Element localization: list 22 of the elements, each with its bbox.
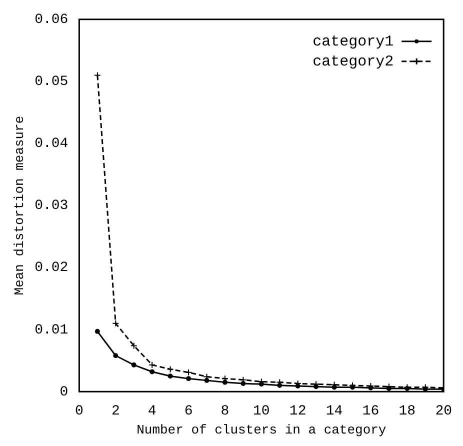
x-tick-label: 20 — [435, 404, 452, 420]
y-tick-label: 0 — [60, 384, 68, 400]
legend-label: category1 — [312, 33, 394, 50]
y-axis-title: Mean distortion measure — [12, 116, 28, 296]
legend-label: category2 — [312, 53, 394, 70]
x-tick-label: 14 — [326, 404, 343, 420]
x-tick-label: 18 — [398, 404, 416, 420]
x-tick-label: 12 — [289, 404, 306, 420]
x-tick-label: 16 — [362, 404, 380, 420]
y-tick-label: 0.04 — [34, 136, 68, 152]
y-tick-label: 0.01 — [34, 322, 68, 338]
y-tick-label: 0.06 — [34, 12, 68, 28]
y-tick-label: 0.03 — [34, 198, 68, 214]
y-tick-label: 0.05 — [34, 74, 68, 90]
x-tick-label: 2 — [111, 404, 120, 420]
x-tick-label: 8 — [220, 404, 230, 420]
y-tick-label: 0.02 — [34, 260, 68, 276]
x-tick-label: 4 — [148, 404, 156, 420]
x-tick-label: 10 — [252, 404, 270, 420]
x-tick-label: 0 — [75, 404, 84, 420]
x-tick-label: 6 — [184, 404, 193, 420]
x-axis-title: Number of clusters in a category — [136, 422, 386, 438]
